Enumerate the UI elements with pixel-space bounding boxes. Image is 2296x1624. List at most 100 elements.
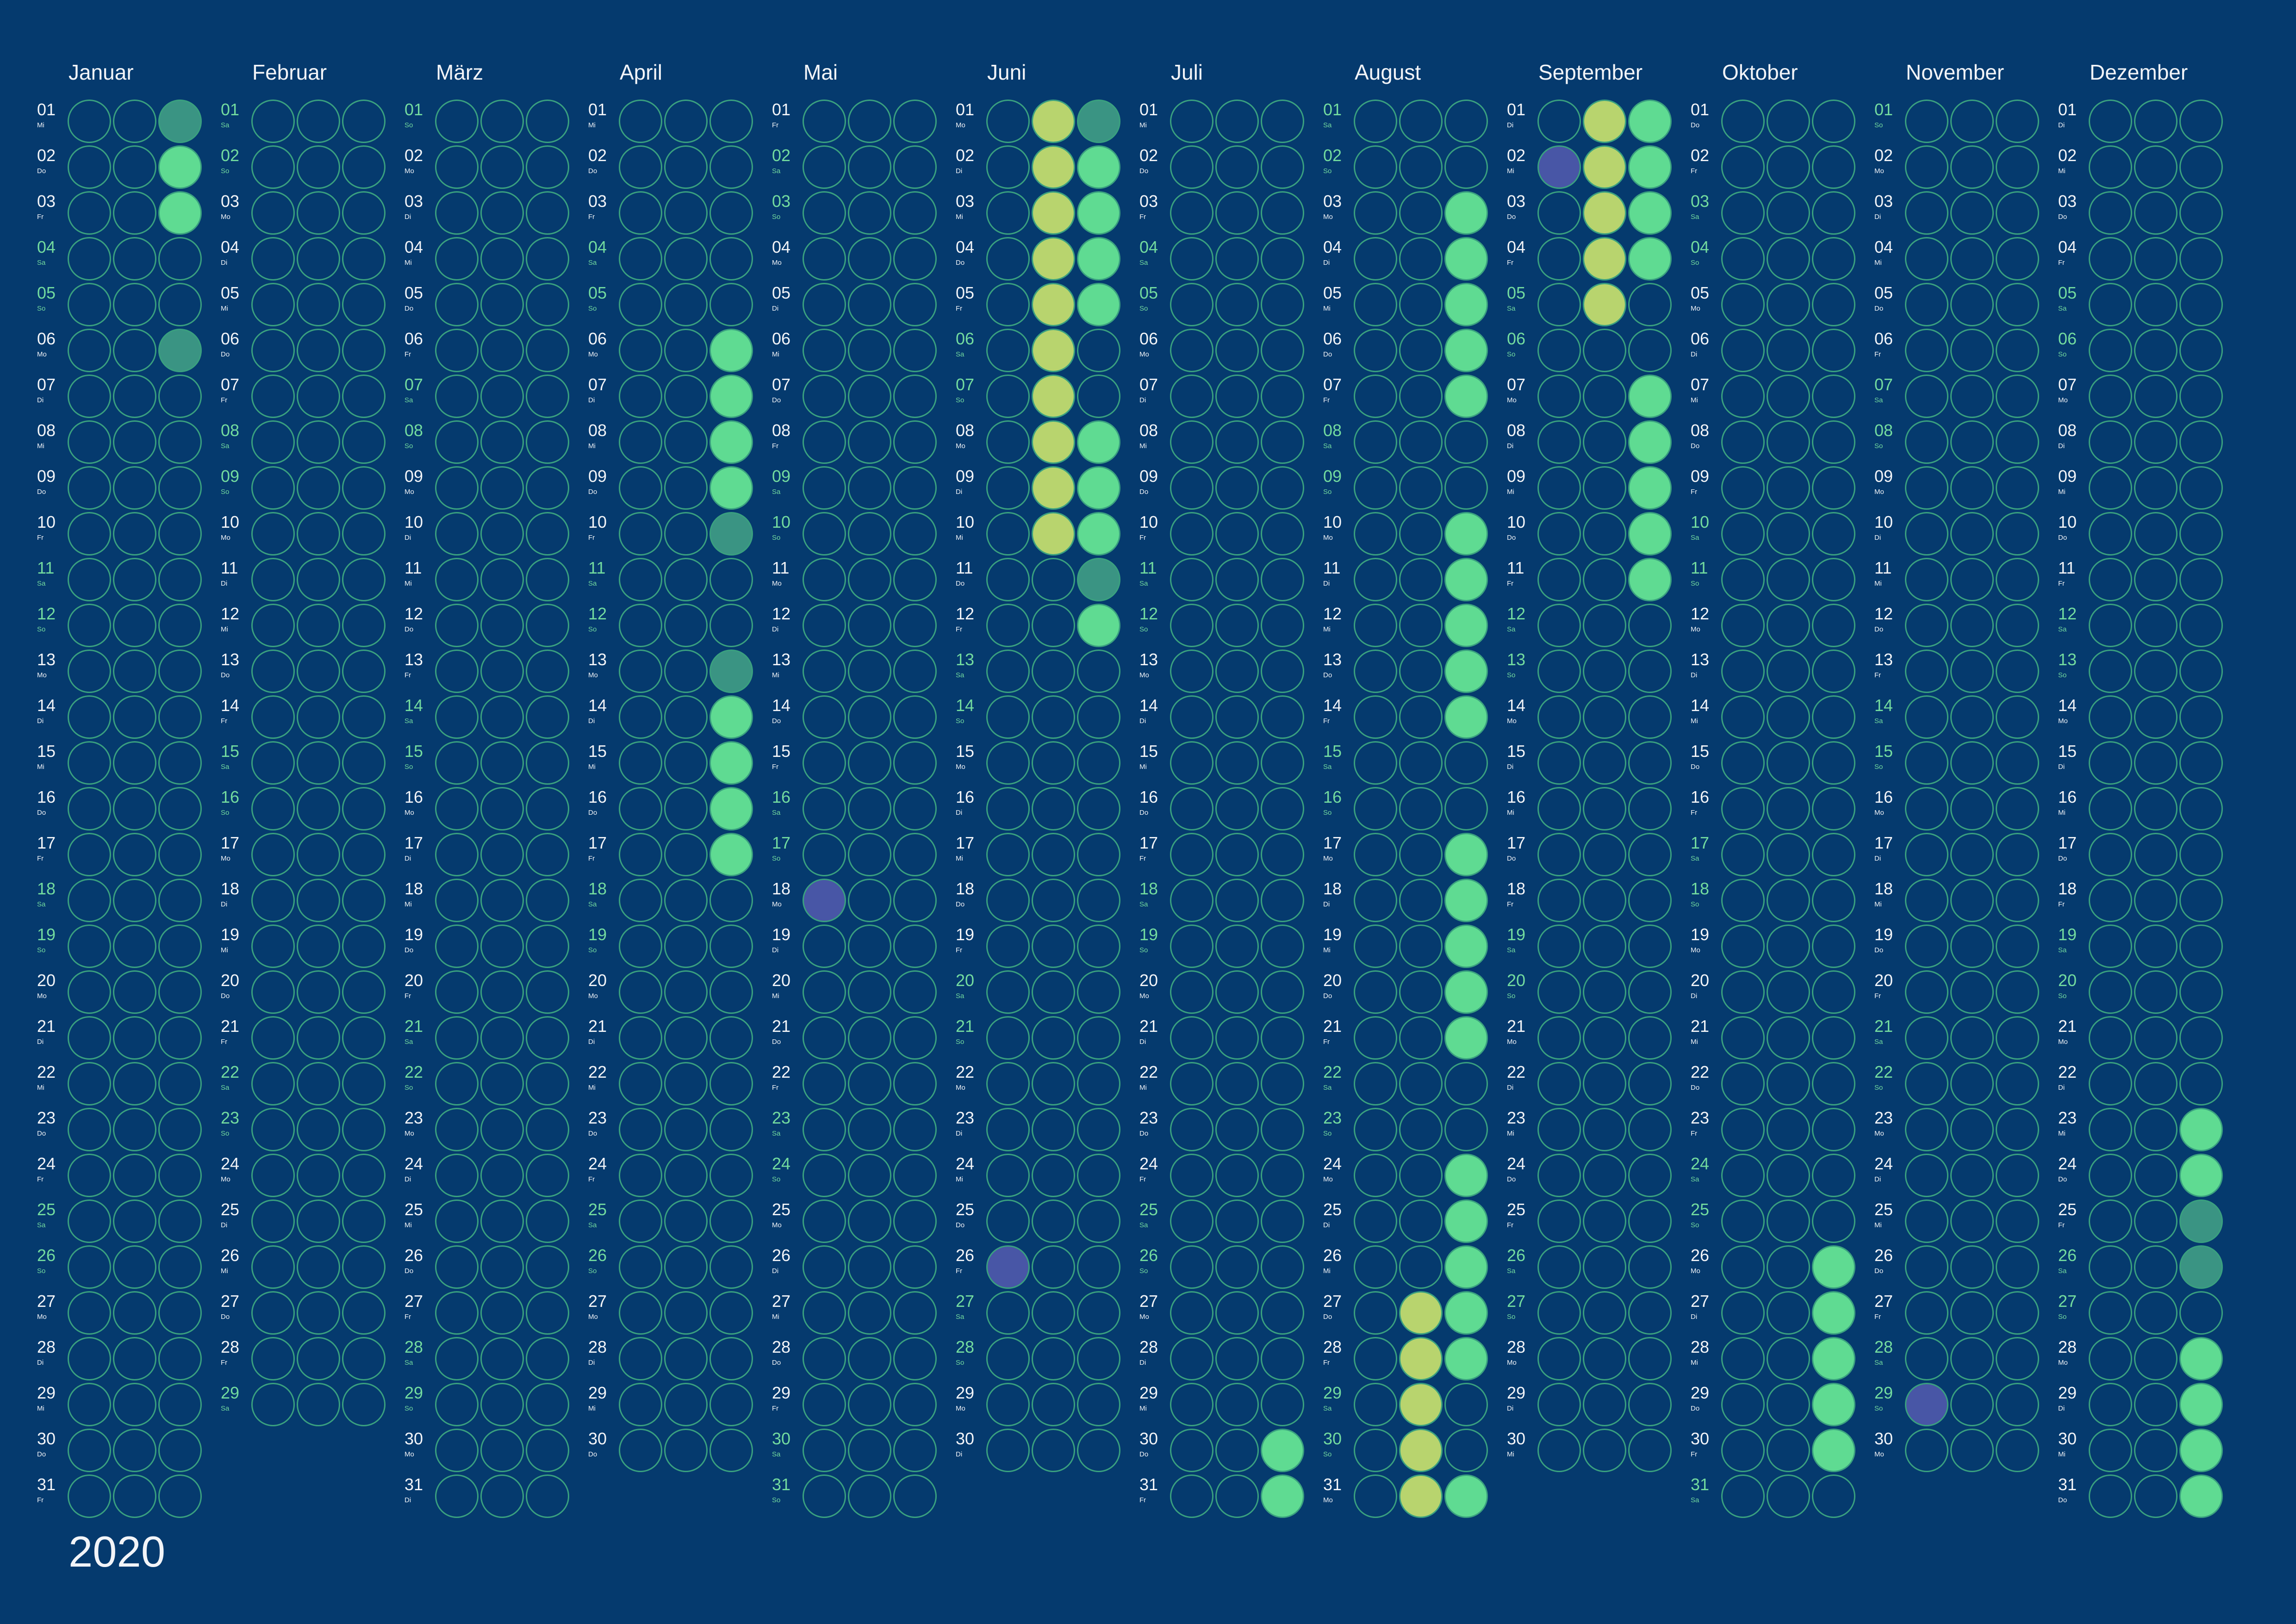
day-circle[interactable]: [1950, 1337, 1994, 1380]
day-circle[interactable]: [1583, 604, 1626, 647]
day-circle[interactable]: [297, 924, 340, 968]
day-circle[interactable]: [848, 100, 891, 143]
day-circle[interactable]: [1996, 1429, 2039, 1472]
day-circle[interactable]: [1950, 1016, 1994, 1060]
day-circle[interactable]: [1628, 145, 1672, 189]
day-circle[interactable]: [803, 1245, 846, 1289]
day-circle[interactable]: [2179, 787, 2223, 831]
day-circle[interactable]: [526, 1199, 569, 1243]
day-circle[interactable]: [342, 145, 386, 189]
day-circle[interactable]: [1354, 741, 1397, 785]
day-circle[interactable]: [1812, 329, 1855, 372]
day-circle[interactable]: [1628, 100, 1672, 143]
day-circle[interactable]: [1537, 1062, 1581, 1106]
day-circle[interactable]: [113, 741, 156, 785]
day-circle[interactable]: [68, 604, 111, 647]
day-circle[interactable]: [1170, 1062, 1213, 1106]
day-circle[interactable]: [480, 420, 524, 464]
day-circle[interactable]: [1905, 420, 1948, 464]
day-circle[interactable]: [158, 100, 202, 143]
day-circle[interactable]: [251, 1062, 295, 1106]
day-circle[interactable]: [1905, 787, 1948, 831]
day-circle[interactable]: [1399, 375, 1443, 418]
day-circle[interactable]: [1032, 1199, 1075, 1243]
day-circle[interactable]: [480, 1291, 524, 1335]
day-circle[interactable]: [2089, 741, 2132, 785]
day-circle[interactable]: [480, 924, 524, 968]
day-circle[interactable]: [1077, 1108, 1120, 1151]
day-circle[interactable]: [1032, 1383, 1075, 1426]
day-circle[interactable]: [848, 1291, 891, 1335]
day-circle[interactable]: [1215, 879, 1259, 922]
day-circle[interactable]: [1721, 1337, 1765, 1380]
day-circle[interactable]: [435, 1108, 479, 1151]
day-circle[interactable]: [526, 787, 569, 831]
day-circle[interactable]: [1032, 1245, 1075, 1289]
day-circle[interactable]: [1170, 741, 1213, 785]
day-circle[interactable]: [2089, 970, 2132, 1014]
day-circle[interactable]: [2134, 1474, 2178, 1518]
day-circle[interactable]: [1996, 970, 2039, 1014]
day-circle[interactable]: [342, 1337, 386, 1380]
day-circle[interactable]: [2179, 283, 2223, 326]
day-circle[interactable]: [2179, 1291, 2223, 1335]
day-circle[interactable]: [1170, 1108, 1213, 1151]
day-circle[interactable]: [664, 512, 708, 556]
day-circle[interactable]: [1215, 558, 1259, 601]
day-circle[interactable]: [297, 604, 340, 647]
day-circle[interactable]: [158, 1245, 202, 1289]
day-circle[interactable]: [893, 558, 937, 601]
day-circle[interactable]: [2089, 466, 2132, 510]
day-circle[interactable]: [158, 787, 202, 831]
day-circle[interactable]: [2179, 558, 2223, 601]
day-circle[interactable]: [803, 879, 846, 922]
day-circle[interactable]: [1537, 191, 1581, 235]
day-circle[interactable]: [297, 970, 340, 1014]
day-circle[interactable]: [1767, 1245, 1810, 1289]
day-circle[interactable]: [158, 283, 202, 326]
day-circle[interactable]: [893, 1337, 937, 1380]
day-circle[interactable]: [1032, 191, 1075, 235]
day-circle[interactable]: [1996, 237, 2039, 281]
day-circle[interactable]: [1628, 695, 1672, 739]
day-circle[interactable]: [1583, 1429, 1626, 1472]
day-circle[interactable]: [113, 375, 156, 418]
day-circle[interactable]: [2089, 375, 2132, 418]
day-circle[interactable]: [526, 1245, 569, 1289]
day-circle[interactable]: [1261, 512, 1304, 556]
day-circle[interactable]: [1032, 604, 1075, 647]
day-circle[interactable]: [619, 329, 662, 372]
day-circle[interactable]: [158, 1474, 202, 1518]
day-circle[interactable]: [158, 1016, 202, 1060]
day-circle[interactable]: [1261, 1199, 1304, 1243]
day-circle[interactable]: [1767, 1108, 1810, 1151]
day-circle[interactable]: [1077, 1199, 1120, 1243]
day-circle[interactable]: [848, 1383, 891, 1426]
day-circle[interactable]: [1721, 1016, 1765, 1060]
day-circle[interactable]: [1721, 1199, 1765, 1243]
day-circle[interactable]: [1215, 604, 1259, 647]
day-circle[interactable]: [893, 1199, 937, 1243]
day-circle[interactable]: [1354, 558, 1397, 601]
day-circle[interactable]: [526, 1062, 569, 1106]
day-circle[interactable]: [1170, 191, 1213, 235]
day-circle[interactable]: [342, 741, 386, 785]
day-circle[interactable]: [2179, 1245, 2223, 1289]
day-circle[interactable]: [1905, 375, 1948, 418]
day-circle[interactable]: [986, 1383, 1030, 1426]
day-circle[interactable]: [1170, 1245, 1213, 1289]
day-circle[interactable]: [619, 237, 662, 281]
day-circle[interactable]: [1215, 1245, 1259, 1289]
day-circle[interactable]: [986, 787, 1030, 831]
day-circle[interactable]: [1996, 145, 2039, 189]
day-circle[interactable]: [664, 420, 708, 464]
day-circle[interactable]: [342, 375, 386, 418]
day-circle[interactable]: [435, 650, 479, 693]
day-circle[interactable]: [2089, 100, 2132, 143]
day-circle[interactable]: [2134, 283, 2178, 326]
day-circle[interactable]: [1215, 1154, 1259, 1197]
day-circle[interactable]: [619, 512, 662, 556]
day-circle[interactable]: [297, 145, 340, 189]
day-circle[interactable]: [1261, 787, 1304, 831]
day-circle[interactable]: [251, 833, 295, 876]
